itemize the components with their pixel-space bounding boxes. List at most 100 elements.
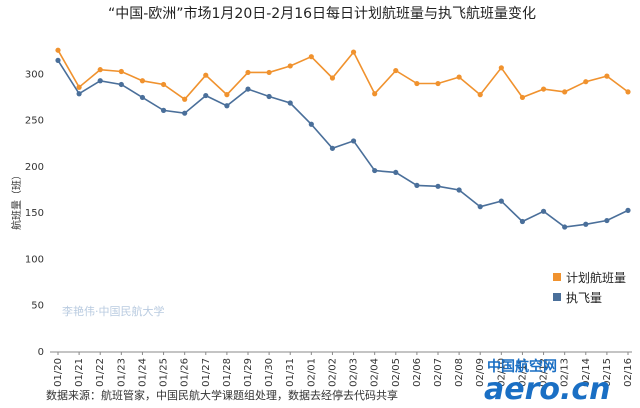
series-1-point-19 xyxy=(456,187,462,193)
series-points xyxy=(55,47,631,230)
x-tick-label-11: 01/31 xyxy=(285,358,296,387)
series-0-point-15 xyxy=(372,91,378,97)
legend-label-plan: 计划航班量 xyxy=(566,270,626,285)
x-tick-label-25: 02/14 xyxy=(581,358,592,387)
series-1-point-10 xyxy=(266,93,272,100)
series-0-point-12 xyxy=(308,54,314,60)
x-tick-label-2: 01/22 xyxy=(95,358,106,387)
series-1-point-12 xyxy=(308,121,314,127)
x-tick-label-8: 01/28 xyxy=(222,358,233,387)
aero-logo: 中国航空网 aero.cn xyxy=(484,358,611,407)
x-tick-label-17: 02/06 xyxy=(412,358,423,387)
series-lines xyxy=(57,49,629,228)
legend-swatch-plan xyxy=(553,273,561,281)
series-0-point-26 xyxy=(604,73,610,79)
series-1-point-27 xyxy=(625,207,631,213)
series-1-point-2 xyxy=(97,78,103,84)
y-tick-label-0: 0 xyxy=(38,347,44,358)
series-0-point-13 xyxy=(329,75,336,81)
x-tick-label-0: 01/20 xyxy=(53,358,64,387)
chart-title: “中国-欧洲”市场1月20日-2月16日每日计划航班量与执飞航班量变化 xyxy=(108,5,536,22)
series-0-point-20 xyxy=(477,92,483,98)
series-1-point-0 xyxy=(55,57,61,64)
series-1-point-6 xyxy=(182,110,188,116)
y-axis-label: 航班量（班） xyxy=(10,170,23,230)
series-1-point-23 xyxy=(540,208,547,214)
series-1-point-8 xyxy=(224,103,230,109)
x-tick-label-6: 01/26 xyxy=(180,358,191,387)
x-tick-label-21: 02/10 xyxy=(496,358,507,387)
series-1-point-5 xyxy=(160,107,167,113)
series-0-point-0 xyxy=(55,47,61,53)
x-tick-label-24: 02/13 xyxy=(560,358,571,387)
x-tick-label-15: 02/04 xyxy=(370,358,381,387)
logo-top-text: 中国航空网 xyxy=(487,358,557,375)
x-tick-label-4: 01/24 xyxy=(137,358,148,387)
y-tick-label-1: 50 xyxy=(31,301,44,312)
legend: 计划航班量 执飞量 xyxy=(553,270,626,305)
x-tick-label-18: 02/07 xyxy=(433,358,444,387)
x-tick-label-7: 01/27 xyxy=(201,358,212,387)
series-1-point-16 xyxy=(393,169,399,176)
series-0-point-24 xyxy=(562,89,568,95)
y-tick-label-2: 100 xyxy=(25,254,44,265)
series-1-point-18 xyxy=(435,183,441,189)
x-tick-label-10: 01/30 xyxy=(264,358,275,387)
x-tick-label-14: 02/03 xyxy=(349,358,360,387)
series-1-point-7 xyxy=(203,92,209,99)
series-0-point-5 xyxy=(160,81,167,88)
x-tick-label-1: 01/21 xyxy=(74,358,85,387)
x-tick-label-27: 02/16 xyxy=(623,358,634,387)
series-1-point-26 xyxy=(604,217,610,224)
logo-bottom-text: aero.cn xyxy=(484,372,611,407)
series-1-point-22 xyxy=(519,218,526,225)
series-0-point-25 xyxy=(583,79,589,85)
y-tick-label-5: 250 xyxy=(25,116,44,127)
x-tick-label-5: 01/25 xyxy=(159,358,170,387)
series-1-point-24 xyxy=(562,224,568,230)
watermark: 李艳伟·中国民航大学 xyxy=(62,304,165,318)
x-tick-label-12: 02/01 xyxy=(306,358,317,387)
series-1-point-1 xyxy=(76,91,82,97)
series-0-point-17 xyxy=(414,80,420,87)
series-0-point-27 xyxy=(625,89,631,95)
series-1-point-21 xyxy=(498,198,504,204)
y-tick-label-4: 200 xyxy=(25,162,44,173)
series-0-point-8 xyxy=(224,92,230,98)
series-0-point-14 xyxy=(350,49,357,55)
x-tick-label-13: 02/02 xyxy=(327,358,338,387)
x-tick-label-20: 02/09 xyxy=(475,358,486,387)
series-0-point-18 xyxy=(435,80,441,87)
series-0-point-11 xyxy=(287,63,293,69)
series-1-point-4 xyxy=(139,94,146,101)
x-tick-label-9: 01/29 xyxy=(243,358,254,387)
series-line-1 xyxy=(57,59,629,228)
series-0-point-22 xyxy=(519,94,526,101)
series-0-point-10 xyxy=(266,69,272,76)
y-ticks: 0 50 100 150 200 250 300 xyxy=(25,69,44,358)
series-0-point-3 xyxy=(118,68,124,75)
series-0-point-9 xyxy=(245,69,251,76)
series-1-point-15 xyxy=(372,167,378,174)
series-0-point-4 xyxy=(139,78,146,84)
series-1-point-3 xyxy=(118,81,124,88)
series-1-point-9 xyxy=(245,86,251,92)
series-0-point-6 xyxy=(182,96,188,102)
x-tick-label-3: 01/23 xyxy=(116,358,127,387)
x-tick-label-16: 02/05 xyxy=(391,358,402,387)
series-0-point-19 xyxy=(456,74,462,80)
x-tick-label-26: 02/15 xyxy=(602,358,613,387)
series-1-point-17 xyxy=(414,182,420,188)
series-line-0 xyxy=(57,49,629,101)
y-tick-label-6: 300 xyxy=(25,69,44,80)
series-1-point-14 xyxy=(350,138,357,144)
series-1-point-11 xyxy=(287,100,293,106)
series-0-point-23 xyxy=(540,86,547,92)
data-source-note: 数据来源：航班管家，中国民航大学课题组处理，数据去经停去代码共享 xyxy=(46,388,398,402)
x-ticks: 01/20 01/21 01/22 01/23 01/24 01/25 01/26 01/27… xyxy=(53,352,634,387)
series-0-point-21 xyxy=(498,65,504,71)
series-1-point-13 xyxy=(329,145,336,151)
series-0-point-1 xyxy=(76,84,82,90)
legend-label-actual: 执飞量 xyxy=(566,291,602,305)
